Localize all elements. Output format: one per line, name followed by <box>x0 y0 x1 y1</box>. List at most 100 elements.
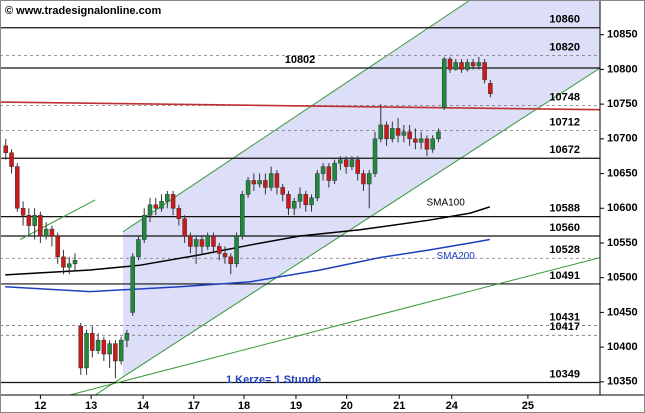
candle-body <box>280 187 285 195</box>
candle-body <box>470 62 476 67</box>
candle-body <box>482 62 487 81</box>
candle-body <box>95 339 101 351</box>
candle-body <box>188 235 193 247</box>
level-label: 10560 <box>549 222 580 234</box>
candle-body <box>453 62 459 70</box>
candle-body <box>193 239 199 247</box>
y-tick-label: 10750 <box>607 98 638 110</box>
candle-body <box>165 194 170 202</box>
candle-body <box>291 201 297 209</box>
x-tick-label: 19 <box>290 400 302 412</box>
y-tick-label: 10500 <box>607 272 638 284</box>
candle-body <box>228 256 234 265</box>
candle-body <box>436 131 441 140</box>
candle-body <box>395 128 401 136</box>
level-label: 10491 <box>549 270 580 282</box>
candle-body <box>182 218 187 237</box>
candle-body <box>38 214 43 237</box>
candle-body <box>147 204 153 216</box>
candle-body <box>130 256 135 313</box>
note: 1 Kerze= 1 Stunde <box>226 374 321 386</box>
trendline <box>69 257 600 395</box>
level-label: 10802 <box>285 54 316 66</box>
y-tick-label: 10450 <box>607 306 638 318</box>
candle-body <box>286 194 291 209</box>
candle-body <box>159 201 164 209</box>
candle-body <box>459 62 464 70</box>
x-tick-label: 18 <box>238 400 250 412</box>
candle-body <box>257 180 262 185</box>
candle-body <box>113 343 118 362</box>
candle-body <box>3 145 9 153</box>
candle-body <box>366 173 372 185</box>
candle-body <box>349 159 355 167</box>
candle-body <box>245 180 251 195</box>
x-tick-label: 13 <box>85 400 97 412</box>
candle-body <box>355 159 360 174</box>
candle-body <box>361 173 366 185</box>
candle-body <box>84 332 89 369</box>
y-tick-label: 10800 <box>607 63 638 75</box>
candle-body <box>176 208 182 219</box>
level-label: 10417 <box>549 321 580 333</box>
candle-body <box>72 260 78 265</box>
level-label: 10712 <box>549 116 580 128</box>
candle-body <box>49 228 55 237</box>
candle-body <box>430 138 435 150</box>
level-label: 10588 <box>549 202 580 214</box>
candle-body <box>107 343 112 355</box>
candle-body <box>90 332 95 351</box>
candle-body <box>465 62 470 70</box>
level-label: 10349 <box>549 368 580 380</box>
candle-body <box>488 83 493 94</box>
y-tick-label: 10600 <box>607 202 638 214</box>
candle-body <box>407 131 412 140</box>
candle-body <box>326 166 332 181</box>
candle-body <box>441 58 447 108</box>
candle-body <box>297 194 303 202</box>
plot-area <box>0 0 600 395</box>
candle-body <box>476 62 482 67</box>
candle-body <box>66 263 72 268</box>
candle-body <box>263 180 268 188</box>
candle-body <box>43 228 49 237</box>
candle-body <box>141 214 147 240</box>
level-label: 10820 <box>549 41 580 53</box>
candle-body <box>211 235 216 247</box>
candle-body <box>78 326 84 369</box>
candle-body <box>390 128 395 140</box>
candle-body <box>251 180 257 185</box>
candle-body <box>136 239 141 258</box>
trendline <box>0 101 600 111</box>
candle-body <box>240 194 245 237</box>
level-label: 10672 <box>549 144 580 156</box>
candle-body <box>118 339 124 362</box>
y-tick-label: 10850 <box>607 29 638 41</box>
candle-body <box>61 256 66 268</box>
candle-body <box>320 166 326 174</box>
candle-body <box>9 152 14 167</box>
candle-body <box>424 138 430 150</box>
candle-body <box>205 235 210 247</box>
series-label: SMA100 <box>426 198 465 209</box>
level-label: 10431 <box>549 311 580 323</box>
candle-body <box>268 173 274 188</box>
candle-body <box>378 124 384 140</box>
channel-upper <box>122 0 471 233</box>
candle-body <box>418 138 424 143</box>
candle-body <box>401 131 407 136</box>
x-tick-label: 25 <box>522 400 534 412</box>
x-tick-label: 14 <box>137 400 150 412</box>
x-tick-label: 20 <box>341 400 353 412</box>
candle-body <box>222 253 228 258</box>
candle-body <box>170 194 176 209</box>
candle-body <box>303 194 309 206</box>
y-tick-label: 10350 <box>607 376 638 388</box>
candle-body <box>338 159 343 164</box>
candle-body <box>315 173 320 199</box>
candle-body <box>372 138 378 174</box>
moving-average <box>5 206 491 276</box>
candle-body <box>384 124 389 140</box>
moving-average <box>5 238 490 293</box>
